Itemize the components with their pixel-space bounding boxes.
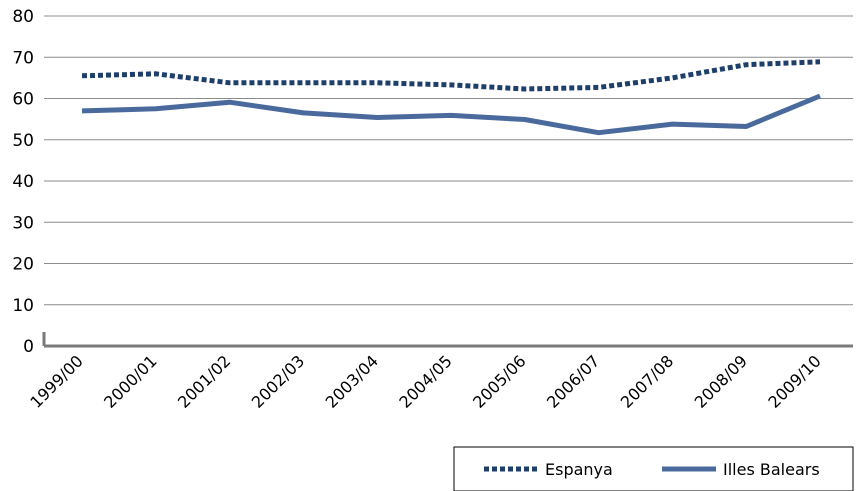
series-line-illes-balears <box>81 93 821 136</box>
y-tick-label: 60 <box>12 90 34 110</box>
x-axis-ticks: 1999/00 2000/01 2001/02 2002/03 2003/04 2004/… <box>26 351 824 411</box>
y-tick-label: 80 <box>12 7 34 27</box>
x-tick-label: 2003/04 <box>322 351 382 411</box>
x-tick-label: 2000/01 <box>100 351 160 411</box>
x-tick-label: 2009/10 <box>764 351 824 411</box>
x-tick-label: 2001/02 <box>174 351 234 411</box>
y-tick-label: 50 <box>12 131 34 151</box>
legend: Espanya Illes Balears <box>453 446 854 491</box>
y-tick-label: 20 <box>12 255 34 275</box>
y-tick-label: 10 <box>12 296 34 316</box>
legend-label-illes-balears: Illes Balears <box>723 460 820 479</box>
x-tick-label: 2005/06 <box>469 351 529 411</box>
y-tick-label: 0 <box>23 337 34 357</box>
y-tick-label: 70 <box>12 48 34 68</box>
x-tick-label: 2006/07 <box>543 351 603 411</box>
y-tick-label: 40 <box>12 172 34 192</box>
x-tick-label: 1999/00 <box>26 351 86 411</box>
series-lines <box>81 59 821 136</box>
legend-label-espanya: Espanya <box>545 460 613 479</box>
x-tick-label: 2002/03 <box>248 351 308 411</box>
x-tick-label: 2004/05 <box>395 351 455 411</box>
y-axis-ticks: 0 10 20 30 40 50 60 70 80 <box>12 7 34 357</box>
x-tick-label: 2008/09 <box>691 351 751 411</box>
gridlines <box>44 15 853 306</box>
x-tick-label: 2007/08 <box>617 351 677 411</box>
y-tick-label: 30 <box>12 213 34 233</box>
axes <box>42 332 853 348</box>
